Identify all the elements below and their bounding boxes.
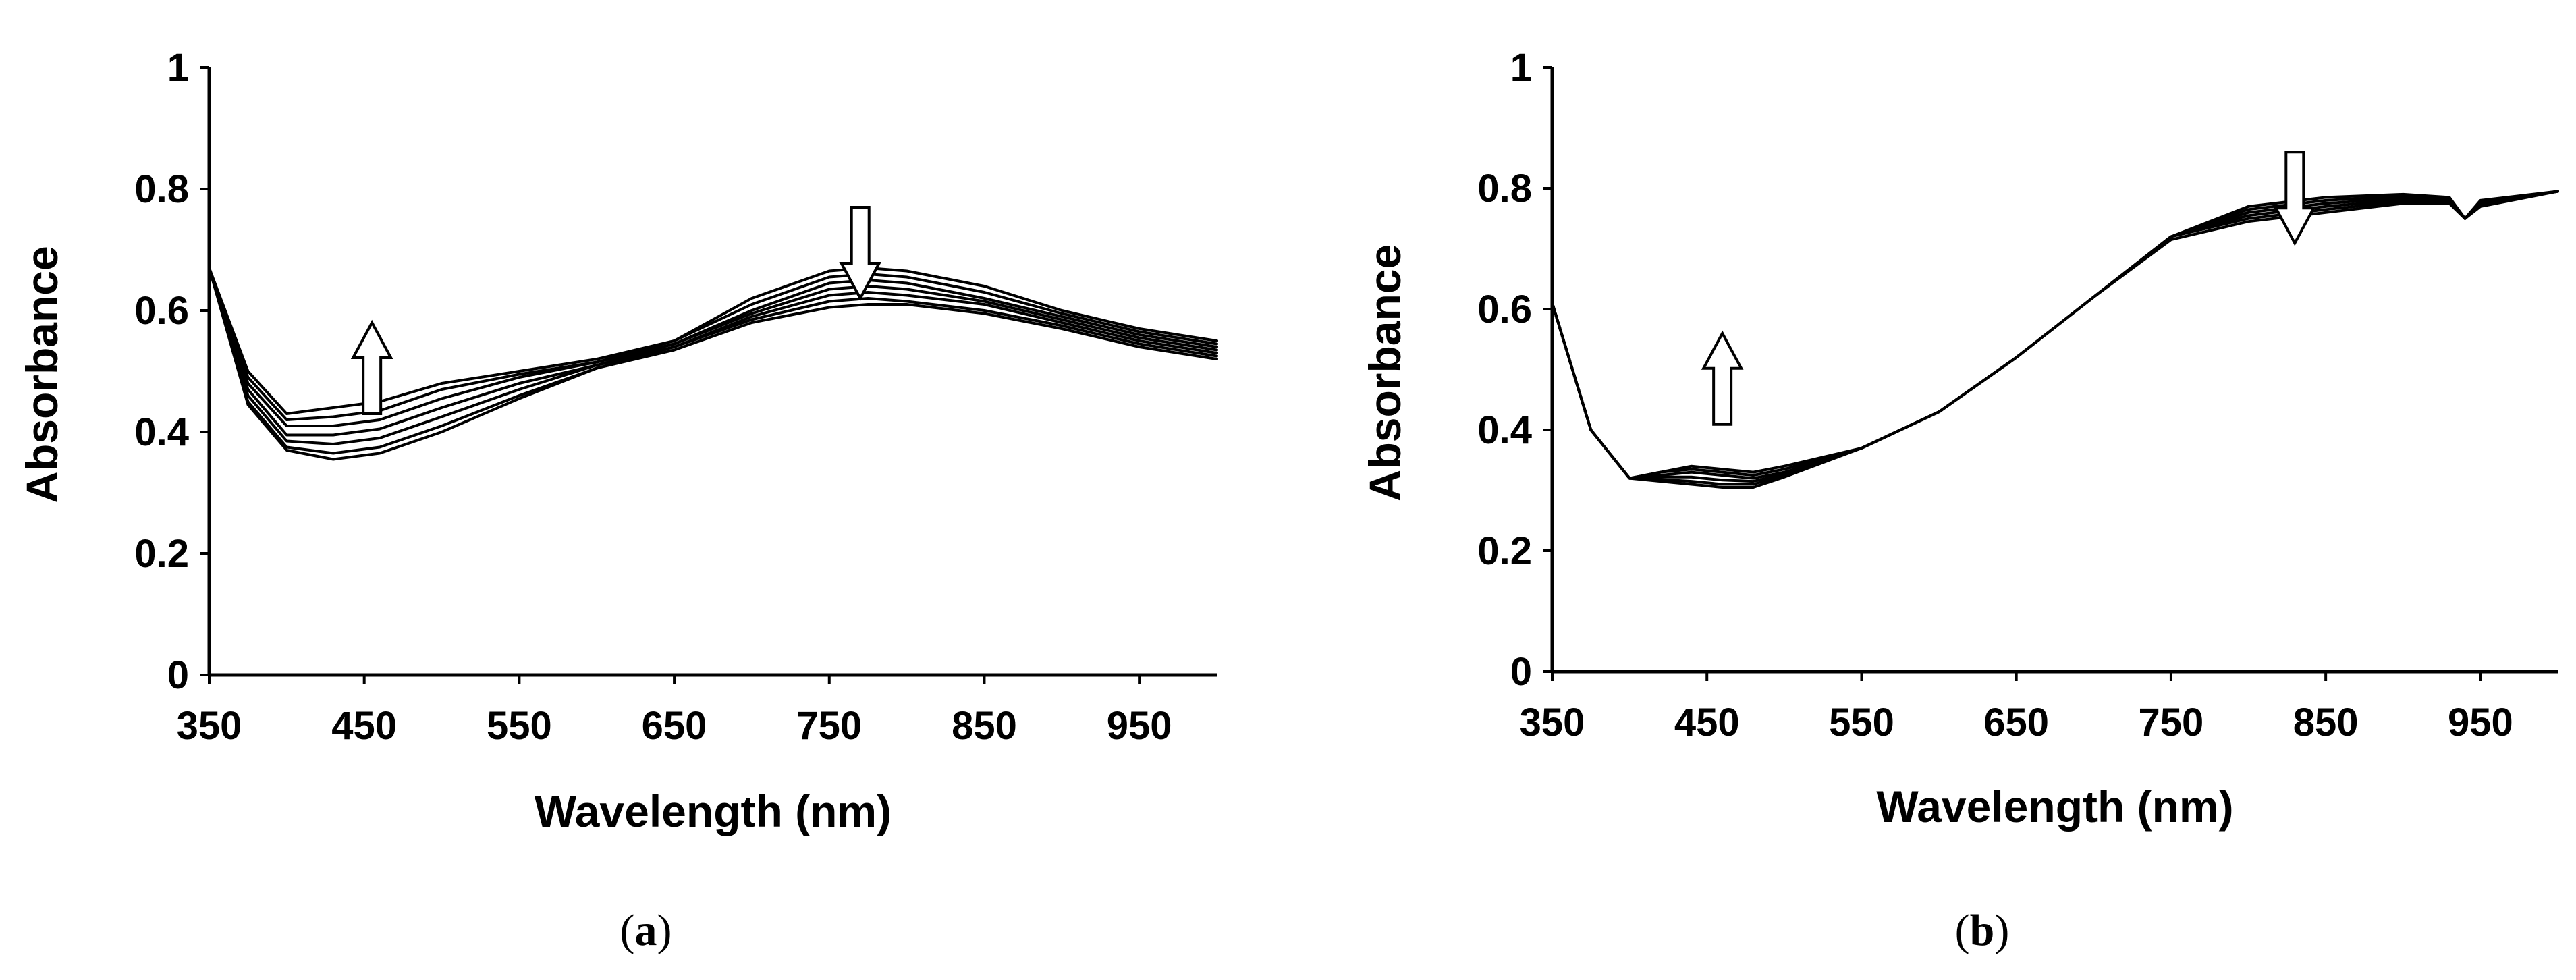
y-tick-label: 0.8: [1477, 167, 1532, 211]
y-tick-label: 1: [1510, 46, 1532, 90]
spectrum-line-6: [1551, 190, 2559, 489]
y-axis-title: Absorbance: [17, 246, 67, 503]
up-arrow-icon: [1701, 330, 1744, 426]
spectrum-line-1: [208, 267, 1218, 415]
spectra-series-group: [208, 267, 1218, 461]
x-tick-label: 550: [487, 704, 552, 748]
y-tick-label: 0.4: [134, 410, 189, 454]
x-tick-label: 950: [1107, 704, 1172, 748]
x-tick-label: 350: [1520, 701, 1585, 744]
y-tick-label: 0.2: [134, 532, 189, 576]
y-tick-label: 0: [167, 653, 189, 697]
y-axis-title: Absorbance: [1360, 244, 1410, 501]
x-axis-title: Wavelength (nm): [1876, 782, 2233, 832]
down-arrow-icon: [839, 206, 882, 302]
spectrum-line-2: [208, 267, 1218, 421]
spectra-series-group: [1551, 190, 2559, 489]
spectrum-line-3: [1551, 190, 2559, 480]
x-tick-label: 450: [331, 704, 397, 748]
y-tick-label: 1: [167, 46, 189, 90]
panel-caption: (a): [620, 906, 672, 955]
panel-a: 0 0.2 0.4 0.6 0.8 1 350 450 550 650 750 850 950 Wavel…: [17, 46, 1218, 955]
up-arrow-icon: [350, 319, 393, 415]
y-tick-label: 0: [1510, 650, 1532, 694]
x-tick-label: 750: [796, 704, 862, 748]
spectrum-line-6: [208, 267, 1218, 455]
x-tick-label: 650: [642, 704, 707, 748]
x-tick-label: 850: [2293, 701, 2359, 744]
y-tick-label: 0.8: [134, 167, 189, 211]
x-axis-title: Wavelength (nm): [535, 786, 892, 836]
down-arrow-icon: [2273, 151, 2316, 246]
y-tick-label: 0.6: [134, 289, 189, 333]
x-tick-label: 950: [2448, 701, 2513, 744]
x-tick-label: 450: [1674, 701, 1740, 744]
x-tick-label: 350: [177, 704, 242, 748]
spectrum-line-4: [1551, 190, 2559, 483]
y-tick-label: 0.4: [1477, 408, 1532, 452]
y-tick-label: 0.6: [1477, 288, 1532, 331]
spectrum-line-5: [1551, 190, 2559, 486]
spectrum-line-2: [1551, 190, 2559, 480]
panel-b: 0 0.2 0.4 0.6 0.8 1 350 450 550 650 750 850 950 Wavel…: [1360, 46, 2559, 955]
x-tick-label: 850: [952, 704, 1017, 748]
spectrum-line-1: [1551, 190, 2559, 480]
spectrum-line-7: [208, 267, 1218, 461]
y-tick-label: 0.2: [1477, 529, 1532, 573]
x-tick-label: 650: [1983, 701, 2049, 744]
spectrum-line-4: [208, 267, 1218, 437]
x-tick-label: 550: [1829, 701, 1894, 744]
x-tick-label: 750: [2139, 701, 2204, 744]
panel-caption: (b): [1955, 906, 2010, 955]
